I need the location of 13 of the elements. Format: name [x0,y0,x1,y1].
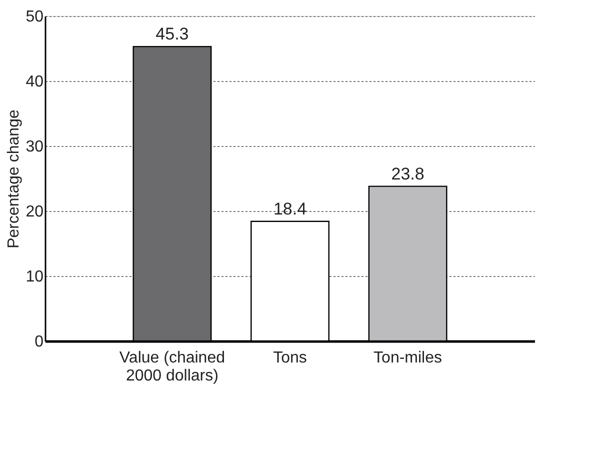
y-axis-title: Percentage change [6,110,23,248]
y-tick-label: 40 [26,74,44,90]
data-label: 18.4 [273,199,307,218]
x-tick-label: Ton-miles [374,350,442,366]
y-tick-label: 20 [26,204,44,220]
data-label: 45.3 [156,24,189,44]
data-label: 23.8 [391,164,424,184]
x-tick-label: Tons [273,350,307,366]
y-tick-label: 50 [26,8,44,26]
y-tick-label: 30 [26,138,44,156]
y-tick-label: 10 [26,268,44,286]
x-tick-label: Value (chained 2000 dollars) [119,350,225,384]
y-tick-label: 0 [34,334,44,350]
